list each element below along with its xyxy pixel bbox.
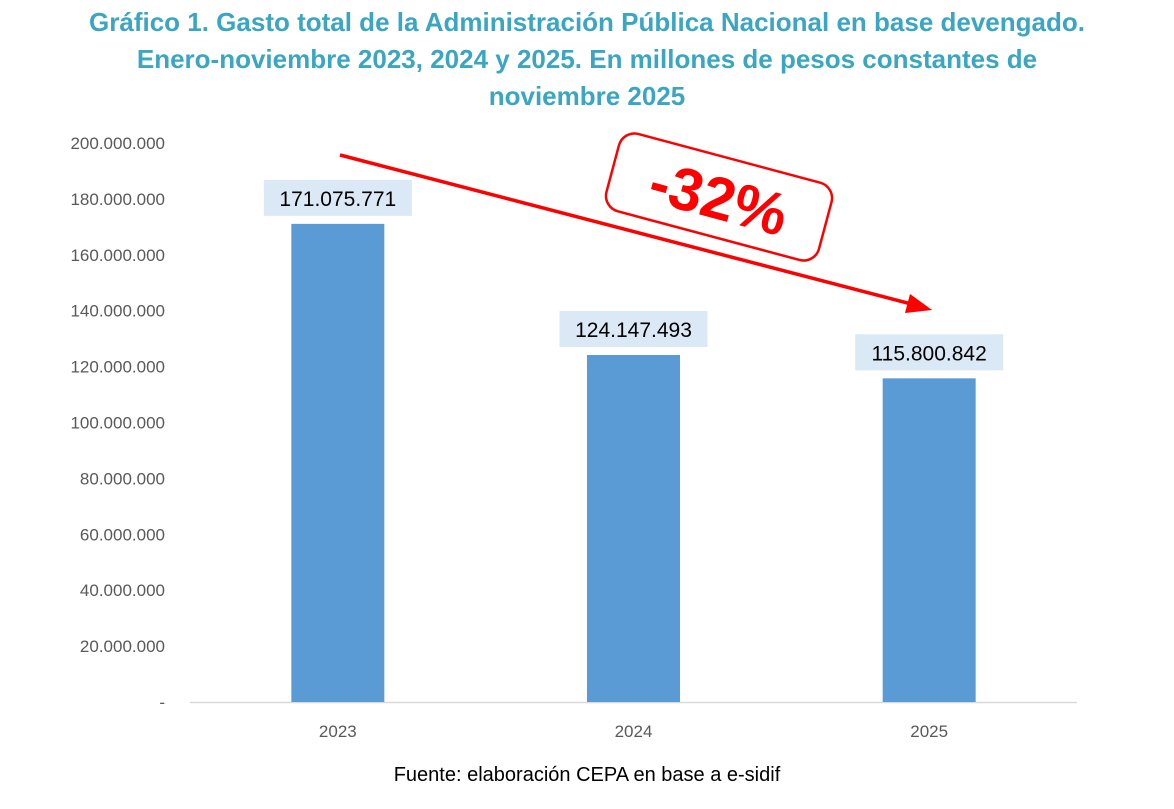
bar-2025: [882, 378, 976, 702]
data-label-box-2023: [263, 179, 412, 216]
y-tick-label: 100.000.000: [70, 414, 165, 433]
y-tick-label: 60.000.000: [80, 525, 165, 544]
data-label-2024: 124.147.493: [575, 319, 692, 342]
y-tick-label: 140.000.000: [70, 302, 165, 321]
x-tick-label-2024: 2024: [615, 722, 653, 741]
data-label-2023: 171.075.771: [279, 188, 396, 211]
chart-title-line-1: Gráfico 1. Gasto total de la Administrac…: [89, 7, 1085, 37]
bars: [291, 223, 976, 703]
bar-2024: [587, 355, 680, 702]
y-tick-label: 40.000.000: [80, 581, 165, 600]
bar-2023: [291, 223, 385, 703]
y-axis: - 20.000.000 40.000.000 60.000.000 80.000.00…: [70, 134, 165, 712]
y-tick-label: 160.000.000: [70, 246, 165, 265]
y-tick-label: 180.000.000: [70, 190, 165, 209]
y-tick-label: -: [159, 693, 165, 712]
percent-callout-box: [604, 132, 834, 262]
source-note: Fuente: elaboración CEPA en base a e-sid…: [393, 764, 781, 786]
x-axis: 2023 2024 2025: [319, 722, 948, 741]
x-tick-label-2025: 2025: [910, 722, 948, 741]
data-label-2025: 115.800.842: [872, 342, 987, 365]
chart-title-line-3: noviembre 2025: [488, 81, 686, 111]
data-label-box-2025: [855, 334, 1004, 371]
y-tick-label: 120.000.000: [70, 358, 165, 377]
percent-callout: -32%: [604, 132, 834, 262]
y-tick-label: 20.000.000: [80, 637, 165, 656]
y-tick-label: 200.000.000: [70, 134, 165, 153]
chart-title: Gráfico 1. Gasto total de la Administrac…: [0, 4, 1174, 115]
data-label-box-2024: [559, 311, 708, 348]
trend-annotation: -32%: [339, 132, 932, 313]
trend-arrow-line: [339, 153, 916, 307]
chart-title-line-2: Enero-noviembre 2023, 2024 y 2025. En mi…: [136, 44, 1038, 74]
x-tick-label-2023: 2023: [319, 722, 357, 741]
data-labels: 171.075.771 124.147.493 115.800.842: [263, 179, 1004, 371]
y-tick-label: 80.000.000: [80, 469, 165, 488]
trend-arrow-head: [905, 294, 932, 313]
